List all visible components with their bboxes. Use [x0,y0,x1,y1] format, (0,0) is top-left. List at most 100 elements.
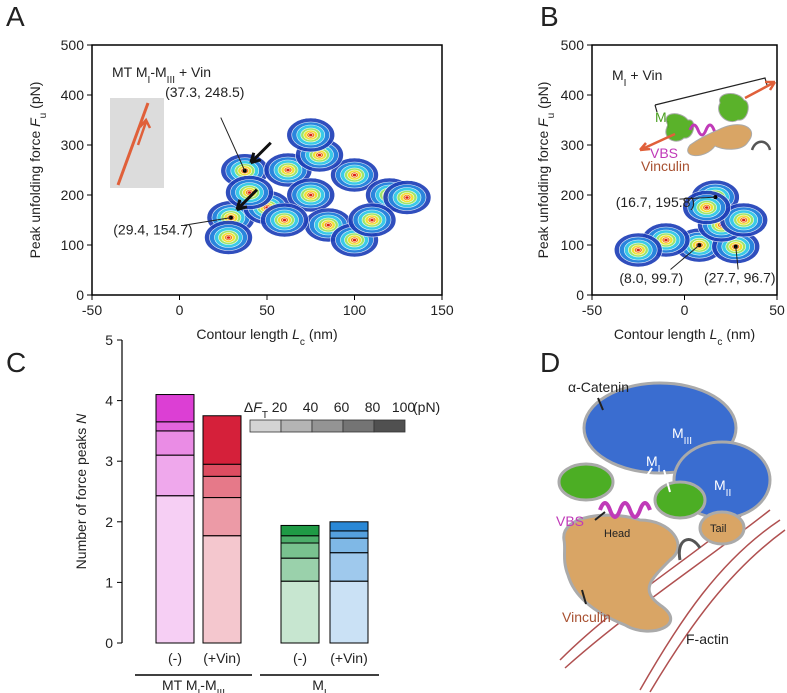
text-part: L [292,326,300,342]
diagram-label: Head [604,528,630,540]
legend-label: 80 [365,399,381,415]
panel-label: D [540,347,560,378]
inset-label: MI [655,109,669,131]
diagram-label: MIII [672,425,692,447]
density-hotspot [347,202,397,238]
bar-segment [155,430,195,456]
x-tick-label: (+Vin) [330,650,367,666]
diagram: α-Catenin MIII MII MI VBS Head Tail Vinc… [556,379,786,693]
text-part: I [148,75,151,86]
bar-segment [329,580,369,644]
density-hotspot [382,180,432,215]
y-tick-label: 300 [61,137,85,153]
bar-segment [202,535,242,644]
bar-segment [280,535,320,544]
density-ring [308,193,314,197]
group-label: MI [312,677,326,693]
text-part: F-actin [686,631,729,647]
diagram-label: Vinculin [562,609,611,625]
x-tick-label: (-) [168,650,182,666]
text-part: (nm) [305,326,338,342]
y-tick-label: 500 [61,37,85,53]
bar-segment [329,552,369,582]
density-hotspot [286,177,336,213]
text-part: (pN) [535,82,551,113]
x-tick-label: (+Vin) [203,650,240,666]
text-part: F [253,399,263,415]
text-part: I [658,464,661,475]
text-part: (pN) [27,82,43,113]
density-ring [282,218,287,222]
bar-segment [280,542,320,559]
inset-bg [110,98,164,188]
text-part: Vinculin [641,158,690,174]
inset-arrow [136,117,152,146]
bar-segment [202,475,242,499]
x-tick-label: 150 [430,302,454,318]
text-part: + Vin [626,67,662,83]
density-ring [352,238,357,242]
leader-line [670,244,700,270]
bar-segment [202,463,242,477]
density-ring [308,133,314,137]
text-part: + Vin [175,64,211,80]
bar-segment [280,580,320,644]
text-part: M [672,425,684,441]
text-part: u [546,113,557,119]
y-tick-label: 2 [105,514,113,530]
density-ring [741,218,747,222]
legend-swatch [311,419,344,433]
text-part: M [714,477,726,493]
text-part: III [217,688,225,693]
density-hotspot [204,220,253,255]
legend-label: 100 [392,399,416,415]
density-ring [325,223,331,227]
bar-segment [202,415,242,465]
bar-segment [329,521,369,532]
bar-segment [280,557,320,582]
density-ring [352,173,357,177]
density-hotspot [330,157,379,193]
x-tick-label: 0 [176,302,184,318]
plot-title: MI + Vin [612,67,662,89]
density-hotspot [286,117,336,153]
text-part: M [646,453,658,469]
y-tick-label: 0 [76,287,84,303]
bar-segment [155,394,195,423]
leader-line [184,217,232,226]
inset-label: Vinculin [641,158,690,174]
y-tick-label: 100 [561,237,585,253]
diagram-label: MII [714,477,731,499]
x-tick-label: 50 [259,302,275,318]
text-part: Number of force peaks [73,424,89,570]
y-axis-label: Peak unfolding force Fu (pN) [535,82,557,259]
text-part: Tail [710,523,727,535]
peak-label: (8.0, 99.7) [619,270,683,286]
text-part: VBS [650,145,678,161]
text-part: Contour length [196,326,292,342]
legend-label: 60 [334,399,350,415]
y-tick-label: 200 [61,187,85,203]
bar-segment [280,524,320,537]
bar-segment [155,454,195,497]
y-tick-label: 0 [105,635,113,651]
text-part: L [710,326,718,342]
x-tick-label: (-) [293,650,307,666]
text-part: I [197,688,200,693]
density-ring [704,205,710,210]
text-part: Head [604,528,630,540]
panel-label: C [6,347,26,378]
y-axis-label: Peak unfolding force Fu (pN) [27,82,49,259]
text-part: III [167,75,175,86]
peak-label: (29.4, 154.7) [113,222,192,238]
x-tick-label: 50 [769,302,785,318]
text-part: F [535,117,551,127]
density-hotspot [719,202,769,238]
text-part: T [262,410,268,421]
panel-label: B [540,1,559,32]
text-part: Peak unfolding force [535,127,551,259]
bar-segment [155,421,195,432]
text-part: -M [200,677,216,693]
arrow [249,141,272,165]
density-ring [635,248,641,252]
